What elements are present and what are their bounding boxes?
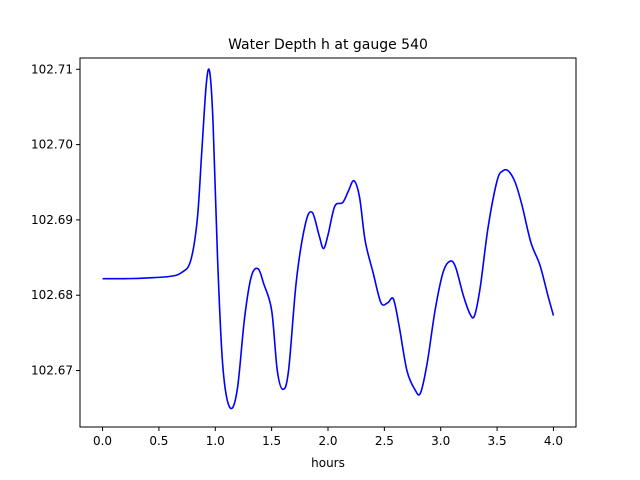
series-line	[102, 68, 555, 410]
x-axis: 0.0 0.5 1.0 1.5 2.0 2.5 3.0 3.5 4.0	[93, 427, 563, 448]
x-tick-label: 3.0	[431, 434, 450, 448]
y-tick-label: 102.69	[31, 213, 73, 227]
x-axis-label: hours	[311, 456, 345, 470]
y-tick-label: 102.67	[31, 364, 73, 378]
x-tick-label: 1.5	[262, 434, 281, 448]
x-tick-label: 2.5	[375, 434, 394, 448]
x-tick-label: 4.0	[544, 434, 563, 448]
x-tick-label: 0.5	[149, 434, 168, 448]
x-tick-label: 2.0	[318, 434, 337, 448]
y-tick-label: 102.68	[31, 288, 73, 302]
y-tick-label: 102.71	[31, 62, 73, 76]
plot-area	[102, 68, 555, 410]
y-tick-label: 102.70	[31, 138, 73, 152]
chart-title: Water Depth h at gauge 540	[228, 37, 428, 53]
x-tick-label: 3.5	[488, 434, 507, 448]
x-tick-label: 0.0	[93, 434, 112, 448]
y-axis: 102.67 102.68 102.69 102.70 102.71	[31, 62, 80, 378]
x-tick-label: 1.0	[206, 434, 225, 448]
